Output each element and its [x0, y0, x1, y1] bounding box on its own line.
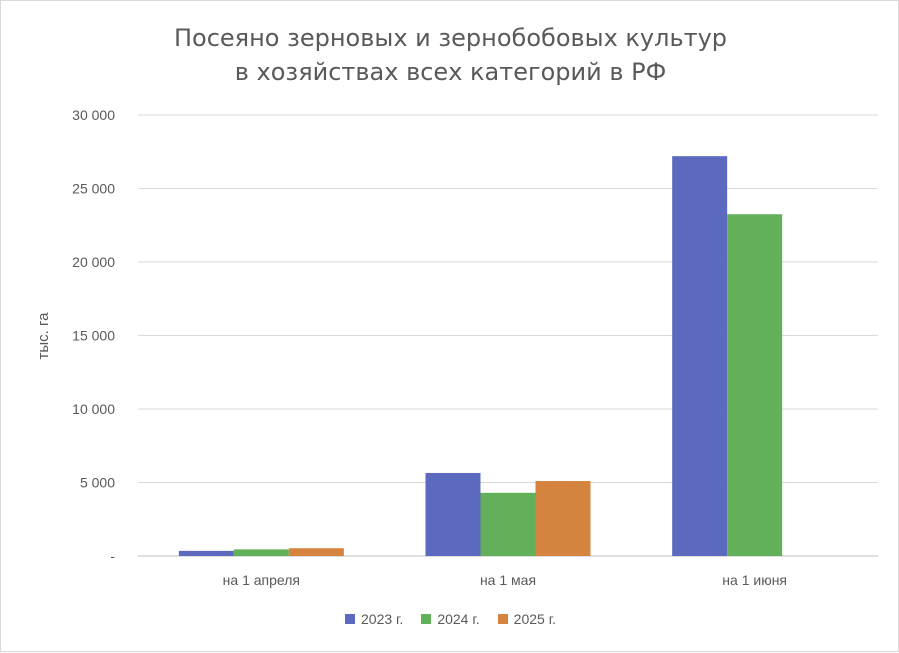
chart-title: Посеяно зерновых и зернобобовых культур …: [1, 21, 899, 89]
bar: [480, 492, 536, 556]
legend-swatch: [421, 614, 432, 624]
legend-item: 2025 г.: [497, 611, 556, 627]
legend-label: 2025 г.: [513, 611, 556, 627]
x-tick-label: на 1 апреля: [223, 572, 300, 588]
bar: [672, 156, 728, 556]
x-tick-label: на 1 мая: [480, 572, 536, 588]
bar: [535, 481, 591, 556]
y-axis-label: тыс. га: [35, 312, 52, 360]
y-tick-label: 15 000: [72, 328, 115, 344]
y-tick-label: 25 000: [72, 181, 115, 197]
chart-title-line-2: в хозяйствах всех категорий в РФ: [234, 58, 667, 86]
legend-swatch: [345, 614, 355, 624]
bar: [178, 550, 234, 556]
legend-label: 2023 г.: [361, 611, 404, 627]
x-tick-label: на 1 июня: [722, 572, 787, 588]
bar: [425, 472, 481, 556]
y-tick-label: 30 000: [72, 107, 115, 123]
chart-title-line-1: Посеяно зерновых и зернобобовых культур: [173, 24, 728, 52]
y-tick-label: -: [110, 548, 115, 564]
legend-item: 2024 г.: [421, 611, 480, 627]
legend: 2023 г. 2024 г. 2025 г.: [1, 611, 899, 627]
legend-item: 2023 г.: [345, 611, 403, 627]
legend-swatch: [497, 614, 508, 624]
y-tick-label: 10 000: [72, 401, 115, 417]
y-tick-label: 20 000: [72, 254, 115, 270]
bar: [233, 549, 289, 556]
bar: [727, 214, 783, 556]
y-tick-label: 5 000: [80, 475, 115, 491]
bar: [288, 548, 344, 556]
legend-label: 2024 г.: [437, 611, 480, 627]
